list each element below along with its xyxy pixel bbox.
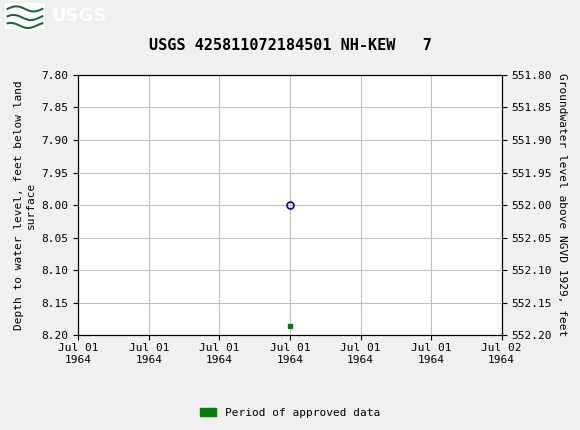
Y-axis label: Depth to water level, feet below land
surface: Depth to water level, feet below land su… [14, 80, 36, 330]
Text: USGS 425811072184501 NH-KEW   7: USGS 425811072184501 NH-KEW 7 [148, 38, 432, 52]
Bar [5, 3, 45, 29]
Legend: Period of approved data: Period of approved data [195, 403, 385, 422]
Y-axis label: Groundwater level above NGVD 1929, feet: Groundwater level above NGVD 1929, feet [557, 74, 567, 337]
Text: USGS: USGS [51, 7, 106, 25]
